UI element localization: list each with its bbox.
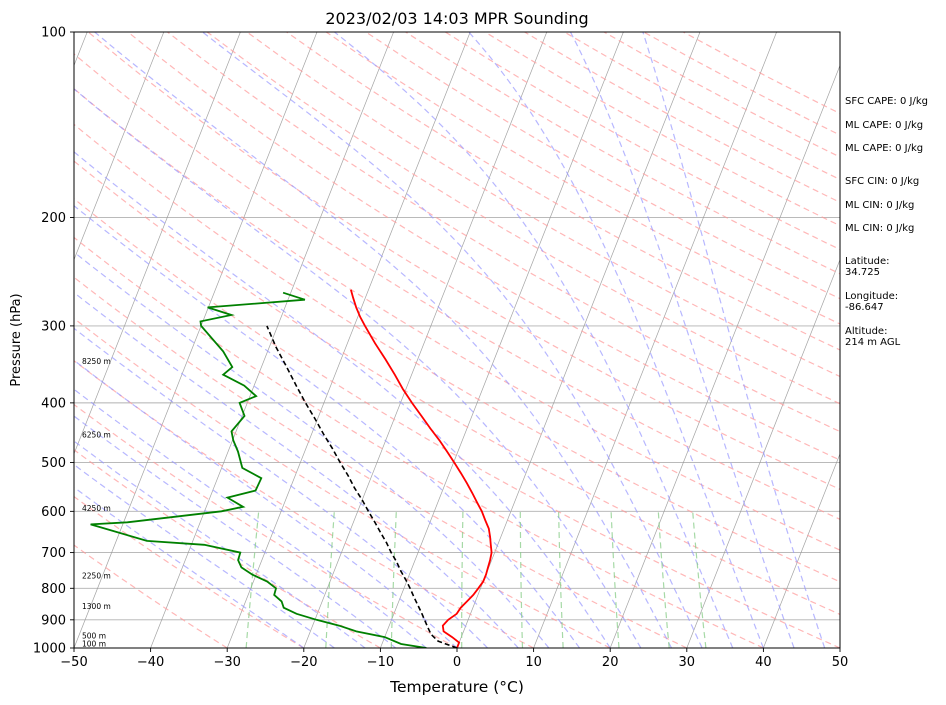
- x-tick-label: −30: [213, 655, 240, 670]
- height-label: 8250 m: [82, 357, 111, 366]
- x-tick-label: −50: [60, 655, 87, 670]
- temperature-profile-line: [350, 289, 493, 648]
- dry-adiabat-line: [325, 32, 840, 325]
- x-tick-label: 50: [832, 655, 849, 670]
- x-tick-label: −10: [367, 655, 394, 670]
- dry-adiabat-line: [74, 87, 840, 551]
- y-tick-label: 500: [41, 456, 66, 471]
- latitude-value: 34.725: [845, 267, 880, 278]
- dry-adiabat-line: [246, 32, 840, 378]
- isotherm-line: [533, 32, 777, 648]
- dry-adiabat-line: [74, 197, 840, 648]
- series-lines: [90, 289, 493, 648]
- y-tick-label: 300: [41, 319, 66, 334]
- dry-adiabat-line: [74, 276, 688, 648]
- dry-adiabat-line: [74, 160, 840, 616]
- moist-adiabat-line: [74, 359, 458, 648]
- chart-title: 2023/02/03 14:03 MPR Sounding: [325, 9, 588, 28]
- dewpoint-profile-line: [90, 291, 427, 648]
- x-tick-label: −40: [137, 655, 164, 670]
- x-tick-label: 0: [453, 655, 461, 670]
- mixing-ratio-line: [692, 511, 707, 648]
- ml-cin-text: ML CIN: 0 J/kg: [845, 200, 914, 211]
- moist-adiabat-line: [74, 463, 335, 648]
- sounding-info-panel: SFC CAPE: 0 J/kg ML CAPE: 0 J/kg ML CAPE…: [845, 96, 928, 348]
- moist-adiabat-line: [569, 32, 795, 648]
- moist-adiabat-line: [74, 88, 642, 648]
- y-tick-label: 1000: [33, 642, 66, 657]
- x-tick-label: 40: [755, 655, 772, 670]
- sfc-cape-text: SFC CAPE: 0 J/kg: [845, 96, 928, 107]
- isotherm-line: [74, 32, 165, 261]
- y-tick-label: 900: [41, 613, 66, 628]
- isotherm-line: [226, 32, 471, 648]
- sfc-cin-text: SFC CIN: 0 J/kg: [845, 176, 919, 187]
- x-axis-label: Temperature (°C): [389, 678, 524, 696]
- moist-adiabat-line: [74, 486, 305, 648]
- longitude-label: Longitude:: [845, 291, 898, 302]
- moist-adiabat-line: [468, 32, 764, 648]
- dry-adiabat-line: [87, 32, 840, 490]
- isotherm-line: [380, 32, 624, 648]
- height-label: 500 m: [82, 631, 106, 640]
- x-tick-label: 30: [679, 655, 696, 670]
- moist-adiabat-line: [94, 32, 673, 648]
- moist-adiabat-line: [74, 327, 489, 648]
- moist-adiabat-line: [74, 204, 581, 648]
- y-axis-label: Pressure (hPa): [9, 293, 24, 386]
- isotherm-line: [763, 452, 840, 648]
- moist-adiabat-line: [74, 440, 366, 648]
- moist-adiabat-line: [74, 151, 611, 648]
- dry-adiabat-line: [365, 32, 840, 300]
- x-axis-ticks: −50 −40 −30 −20 −10 0 10 20 30 40 50: [60, 648, 848, 670]
- moist-adiabat-line: [74, 388, 427, 648]
- y-tick-label: 800: [41, 582, 66, 597]
- height-label: 100 m: [82, 640, 106, 649]
- isotherm-line: [303, 32, 548, 648]
- altitude-label: Altitude:: [845, 326, 887, 337]
- y-tick-label: 100: [41, 26, 66, 41]
- parcel-profile-line: [266, 325, 458, 648]
- x-tick-label: 10: [525, 655, 542, 670]
- longitude-value: -86.647: [845, 302, 884, 313]
- height-label: 1300 m: [82, 602, 111, 611]
- height-label: 6250 m: [82, 431, 111, 440]
- moist-adiabat-line: [74, 415, 397, 648]
- y-tick-label: 700: [41, 546, 66, 561]
- moist-adiabat-line: [74, 291, 519, 648]
- background-lines: [74, 32, 840, 648]
- height-label: 4250 m: [82, 504, 111, 513]
- y-tick-label: 600: [41, 505, 66, 520]
- y-tick-label: 400: [41, 396, 66, 411]
- isotherm-line: [74, 32, 318, 648]
- y-axis-ticks: 100 200 300 400 500 600 700 800 900 1000: [33, 26, 74, 657]
- latitude-label: Latitude:: [845, 256, 890, 267]
- altitude-value: 214 m AGL: [845, 337, 901, 348]
- mu-cape-text: ML CAPE: 0 J/kg: [845, 143, 923, 154]
- dry-adiabat-line: [74, 544, 228, 648]
- dry-adiabat-line: [74, 495, 305, 648]
- isotherm-line: [74, 32, 241, 455]
- mu-cin-text: ML CIN: 0 J/kg: [845, 223, 914, 234]
- x-tick-label: 20: [602, 655, 619, 670]
- isotherm-line: [686, 258, 840, 648]
- dry-adiabat-line: [74, 123, 840, 583]
- y-tick-label: 200: [41, 211, 66, 226]
- height-label: 2250 m: [82, 572, 111, 581]
- dry-adiabat-line: [74, 317, 611, 648]
- moist-adiabat-line: [334, 32, 734, 648]
- moist-adiabat-line: [642, 32, 826, 648]
- ml-cape-text: ML CAPE: 0 J/kg: [845, 120, 923, 131]
- dry-adiabat-line: [74, 236, 764, 648]
- dry-adiabat-line: [206, 32, 840, 405]
- x-tick-label: −20: [290, 655, 317, 670]
- dry-adiabat-line: [127, 32, 840, 461]
